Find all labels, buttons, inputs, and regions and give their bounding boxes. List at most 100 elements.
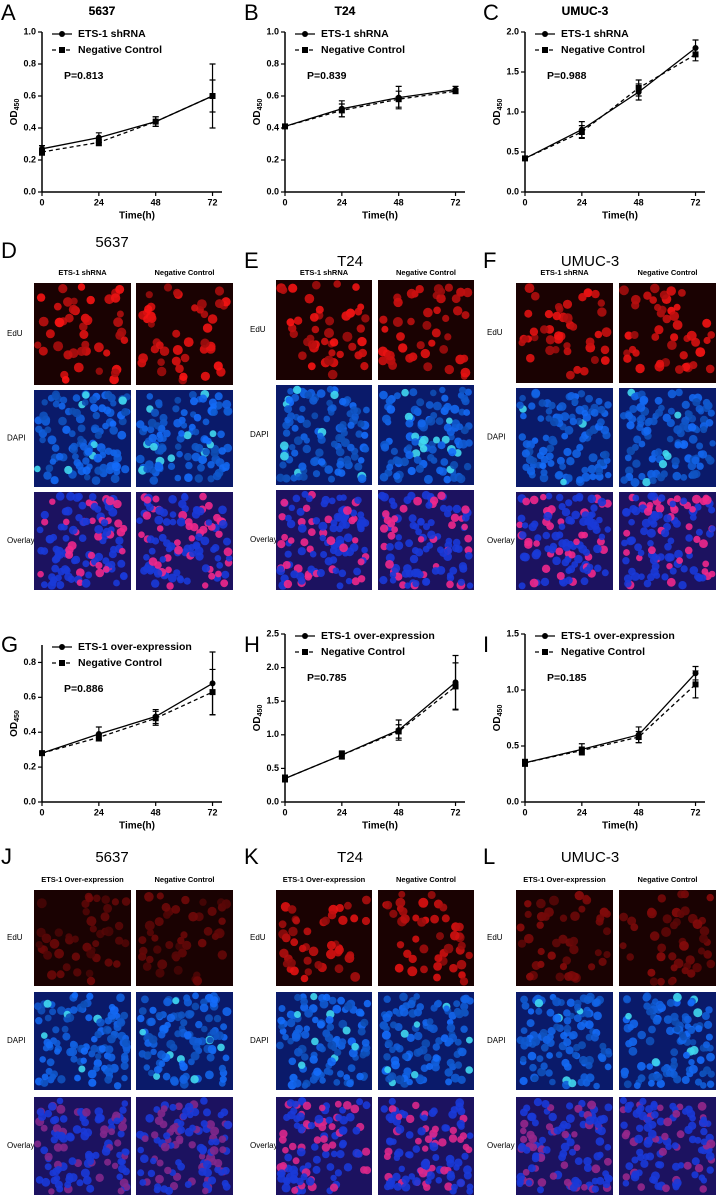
nucleus [436,293,446,304]
nucleus [292,494,301,503]
nucleus [585,1073,595,1083]
nucleus [150,443,158,451]
nucleus [91,426,98,434]
nucleus [54,1048,61,1055]
nucleus [521,1002,530,1010]
nucleus [654,303,662,312]
nucleus [654,325,664,335]
nucleus [213,1159,223,1168]
nucleus [147,1169,156,1178]
nucleus [707,409,715,417]
nucleus [465,1066,474,1074]
nucleus [287,412,295,421]
nucleus [597,497,607,507]
nucleus [695,528,703,536]
nucleus [157,1030,166,1039]
nucleus [573,1144,581,1151]
nucleus [221,1179,229,1187]
nucleus [546,444,555,453]
nucleus [203,1160,212,1169]
nucleus [82,466,91,475]
nucleus [704,1020,713,1029]
nucleus [75,492,83,501]
nucleus [545,452,554,461]
x-tick-label: 48 [151,197,161,207]
nucleus [50,476,59,485]
nucleus [652,1016,661,1025]
nucleus [183,1031,192,1040]
nucleus [634,543,642,552]
legend-label: ETS-1 over-expression [561,630,675,642]
nucleus [394,541,404,550]
nucleus [445,537,453,545]
nucleus [666,563,673,570]
nucleus [588,453,598,463]
nucleus [649,492,658,501]
nucleus [624,331,633,340]
nucleus [694,1078,703,1086]
nucleus [280,451,289,461]
nucleus [406,288,417,299]
nucleus [94,1107,104,1116]
nucleus [296,1147,306,1157]
data-point [39,750,45,757]
nucleus [658,460,668,469]
y-axis-label: OD450 [492,99,504,126]
nucleus [412,1177,421,1186]
nucleus [637,420,645,428]
y-tick-label: 1.5 [506,628,519,638]
nucleus [539,446,548,456]
nucleus [223,537,231,546]
nucleus [347,421,355,429]
nucleus [584,1020,594,1030]
nucleus [547,459,555,467]
nucleus [172,329,181,338]
nucleus [113,1082,122,1090]
nucleus [214,286,225,296]
nucleus [548,1112,557,1122]
nucleus [340,429,348,437]
nucleus [569,936,579,946]
nucleus [417,917,427,927]
nucleus [96,1018,105,1027]
nucleus [138,936,147,945]
nucleus [398,890,406,898]
nucleus [555,1051,563,1059]
nucleus [687,1026,696,1035]
nucleus [289,1165,298,1175]
nucleus [698,450,708,459]
nucleus [157,448,164,455]
nucleus [82,315,93,326]
nucleus [297,415,305,424]
nucleus [394,963,404,973]
nucleus [393,297,403,308]
nucleus [655,1161,663,1169]
nucleus [706,456,715,465]
nucleus [91,476,101,485]
nucleus [123,1046,131,1054]
nucleus [663,523,671,531]
nucleus [305,1177,315,1186]
nucleus [673,1075,682,1084]
nucleus [436,466,444,475]
y-tick-label: 0.0 [23,796,36,806]
nucleus [427,891,436,899]
nucleus [328,1141,337,1149]
nucleus [69,1041,79,1050]
nucleus [40,510,49,520]
nucleus [454,1061,463,1069]
nucleus [298,351,307,361]
column-label: Negative Control [154,875,214,884]
legend-marker [542,31,548,37]
nucleus [457,1107,466,1116]
nucleus [401,1053,409,1060]
nucleus [661,1065,668,1073]
nucleus [313,1136,322,1144]
x-axis-label: Time(h) [119,211,155,222]
nucleus [558,503,566,511]
nucleus [49,1073,57,1081]
nucleus [327,369,338,380]
nucleus [383,1153,391,1160]
nucleus [217,430,225,439]
nucleus [355,1008,364,1017]
